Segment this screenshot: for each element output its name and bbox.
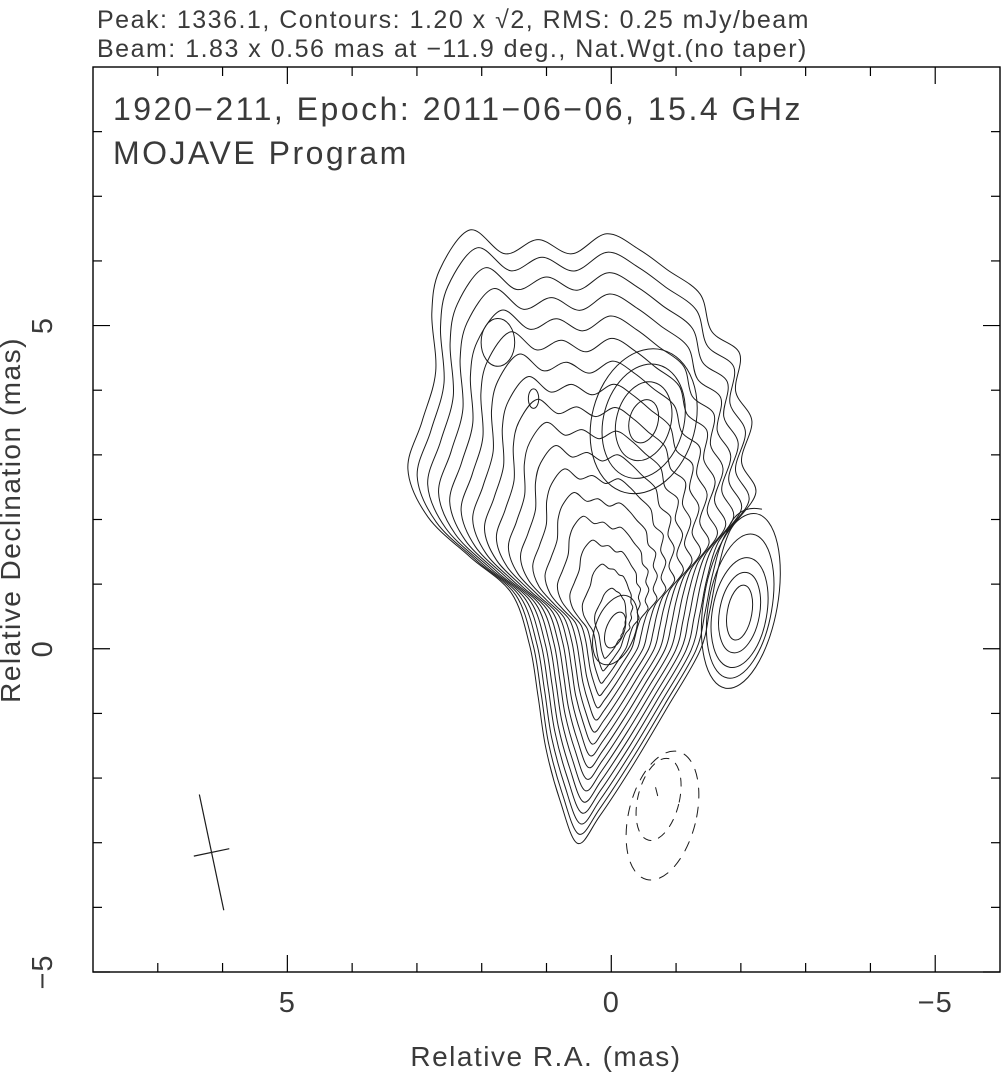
contour-level [507,421,684,745]
negative-center-mark [655,787,659,797]
contour-lines [407,229,781,881]
axis-tick-labels: 5 0 −5 5 0 −5 [27,317,953,1019]
contour-level [544,492,658,709]
contour-ring [614,381,673,462]
beam-minor-axis [193,848,230,857]
annotation-beam: Beam: 1.83 x 0.56 mas at −11.9 deg., Nat… [97,35,808,63]
y-tick-label: 0 [27,640,59,657]
y-tick-label: −5 [27,954,59,989]
contour-level [427,267,743,825]
contour-level [604,611,627,649]
contour-level [483,376,702,769]
contour-level [472,353,710,780]
contour-level [495,398,693,757]
plot-title-program: MOJAVE Program [113,135,409,171]
contour-level [416,247,750,835]
contour-level [569,539,642,684]
axis-ticks [93,67,1000,973]
contour-ring [628,399,660,444]
contour-level [556,515,650,697]
x-tick-label: −5 [918,987,953,1019]
contour-ring [710,557,769,669]
contour-ring [527,388,540,409]
negative-contour-dashed [635,757,682,841]
contour-level [407,229,757,845]
contour-level [460,331,718,792]
x-axis-label: Relative R.A. (mas) [410,1041,681,1072]
plot-title-source-epoch-freq: 1920−211, Epoch: 2011−06−06, 15.4 GHz [113,91,803,127]
contour-level [532,468,667,721]
x-tick-label: 5 [279,987,296,1019]
contour-ring [480,317,516,367]
contour-ring [700,512,781,689]
contour-level [449,309,727,803]
contour-level [594,587,627,659]
y-axis-label: Relative Declination (mas) [0,337,26,703]
contour-ring [589,348,698,495]
contour-ring [718,571,762,654]
contour-spur [726,507,763,533]
contour-level [519,445,676,733]
beam-cross [193,794,230,911]
contour-level [438,288,735,814]
negative-contour-dashed [625,750,700,881]
contour-level [581,563,634,672]
annotation-peak-contours-rms: Peak: 1336.1, Contours: 1.20 x √2, RMS: … [97,6,810,34]
contour-ring [726,584,754,641]
contour-ring [706,533,775,679]
x-tick-label: 0 [603,987,620,1019]
contour-ring [601,363,686,479]
y-tick-label: 5 [27,317,59,334]
contour-ring [592,594,639,666]
